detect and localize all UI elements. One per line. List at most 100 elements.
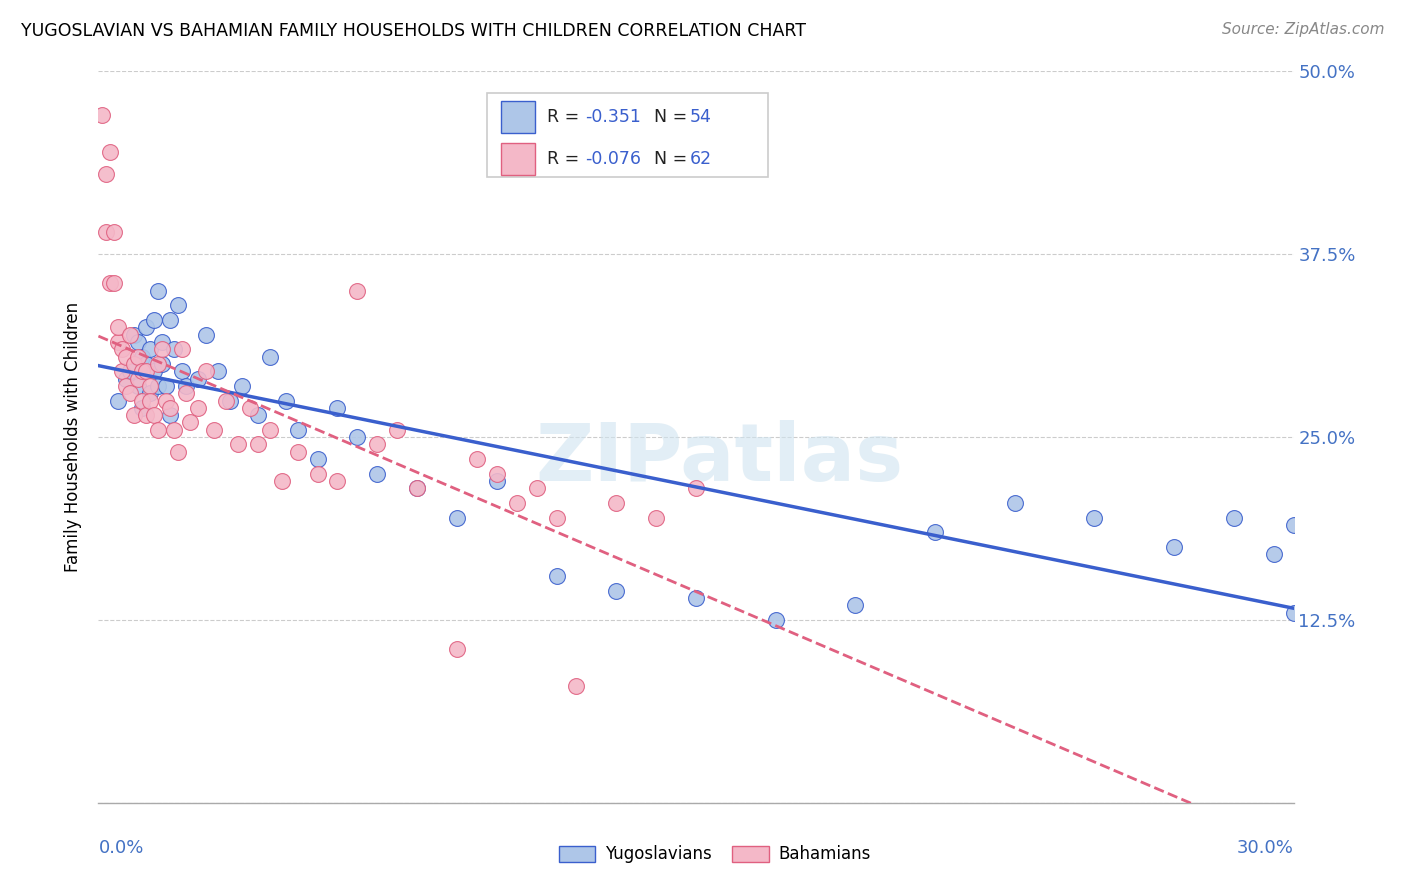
Point	[844, 599, 866, 613]
Point	[1282, 606, 1305, 620]
Point	[148, 284, 170, 298]
FancyBboxPatch shape	[501, 101, 534, 133]
Point	[546, 510, 568, 524]
Point	[139, 379, 162, 393]
Point	[139, 393, 162, 408]
Point	[155, 393, 177, 408]
Point	[148, 423, 170, 437]
Point	[159, 408, 181, 422]
Point	[219, 393, 242, 408]
Point	[1163, 540, 1185, 554]
Text: ZIPatlas: ZIPatlas	[536, 420, 904, 498]
Text: Source: ZipAtlas.com: Source: ZipAtlas.com	[1222, 22, 1385, 37]
Text: 54: 54	[690, 108, 711, 126]
Point	[605, 496, 627, 510]
Point	[127, 371, 149, 385]
Point	[143, 313, 166, 327]
Point	[107, 320, 129, 334]
Point	[195, 327, 218, 342]
Point	[485, 474, 508, 488]
Text: R =: R =	[547, 150, 585, 168]
Point	[163, 423, 186, 437]
Point	[167, 444, 190, 458]
Point	[287, 444, 309, 458]
Point	[270, 474, 292, 488]
Point	[307, 467, 329, 481]
Point	[346, 284, 368, 298]
Point	[120, 386, 142, 401]
Point	[135, 357, 157, 371]
Point	[307, 452, 329, 467]
Point	[685, 481, 707, 495]
Point	[139, 386, 162, 401]
FancyBboxPatch shape	[733, 846, 769, 862]
Point	[111, 364, 134, 378]
Point	[195, 364, 218, 378]
Point	[179, 416, 201, 430]
Point	[526, 481, 548, 495]
Point	[135, 408, 157, 422]
Point	[111, 343, 134, 357]
Point	[124, 357, 146, 371]
Point	[155, 379, 177, 393]
Point	[259, 350, 281, 364]
Point	[127, 334, 149, 349]
Point	[172, 343, 194, 357]
Point	[187, 371, 209, 385]
Point	[135, 364, 157, 378]
Point	[98, 145, 122, 159]
Point	[326, 474, 349, 488]
Point	[565, 679, 588, 693]
Point	[446, 510, 468, 524]
Point	[765, 613, 787, 627]
Point	[246, 408, 269, 422]
Point	[385, 423, 409, 437]
Point	[1004, 496, 1026, 510]
Point	[148, 357, 170, 371]
Point	[167, 298, 190, 312]
Point	[150, 357, 173, 371]
Point	[1263, 547, 1285, 561]
Text: -0.076: -0.076	[585, 150, 641, 168]
Point	[605, 583, 627, 598]
Point	[215, 393, 238, 408]
Point	[346, 430, 368, 444]
Point	[366, 437, 388, 451]
Point	[150, 334, 173, 349]
Text: N =: N =	[654, 108, 693, 126]
Point	[96, 225, 118, 239]
Point	[91, 108, 114, 122]
Point	[124, 327, 146, 342]
Point	[172, 364, 194, 378]
Point	[131, 350, 153, 364]
Point	[239, 401, 262, 415]
Point	[159, 401, 181, 415]
Point	[485, 467, 508, 481]
Point	[148, 379, 170, 393]
Text: R =: R =	[547, 108, 585, 126]
Point	[107, 334, 129, 349]
Point	[115, 371, 138, 385]
Point	[103, 225, 125, 239]
Text: Yugoslavians: Yugoslavians	[605, 845, 711, 863]
Point	[103, 277, 125, 291]
Point	[1282, 517, 1305, 532]
Point	[406, 481, 429, 495]
Point	[131, 393, 153, 408]
Point	[685, 591, 707, 605]
Point	[96, 167, 118, 181]
FancyBboxPatch shape	[501, 143, 534, 175]
Point	[1223, 510, 1246, 524]
Point	[127, 350, 149, 364]
Point	[546, 569, 568, 583]
Point	[143, 408, 166, 422]
Point	[465, 452, 488, 467]
Point	[1083, 510, 1105, 524]
Text: 62: 62	[690, 150, 711, 168]
Point	[246, 437, 269, 451]
Point	[924, 525, 946, 540]
Point	[406, 481, 429, 495]
Point	[187, 401, 209, 415]
Point	[174, 379, 197, 393]
Point	[366, 467, 388, 481]
